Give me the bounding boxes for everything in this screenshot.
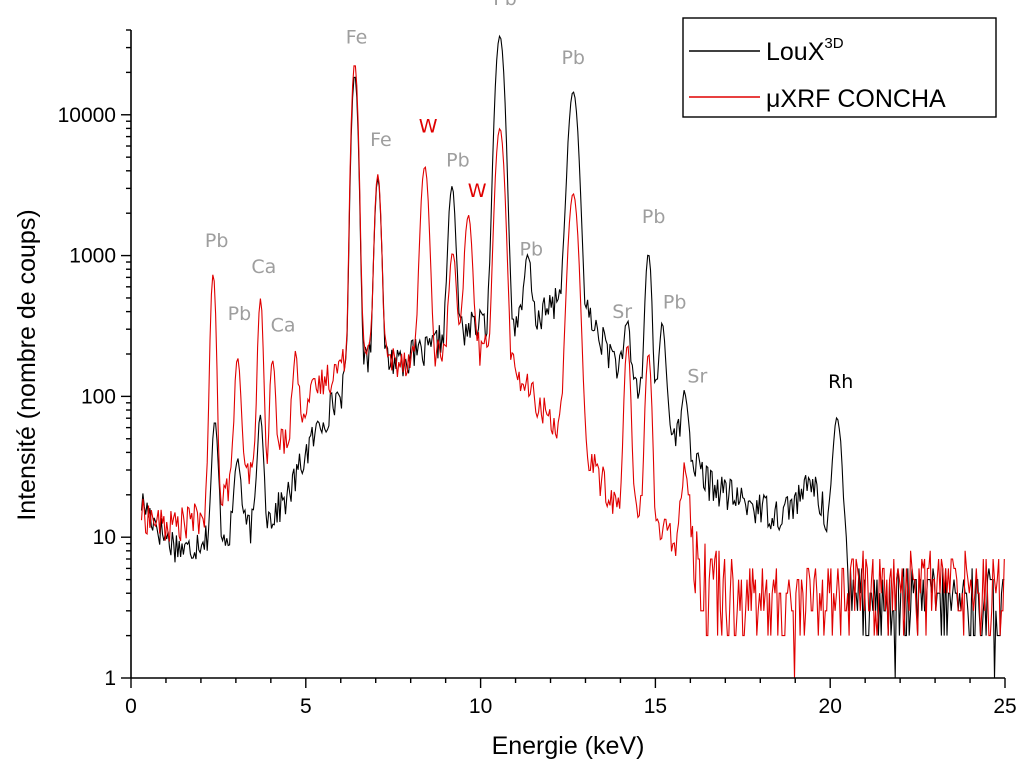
peak-annotations: Pb Pb Ca Ca Fe Fe W Pb W Pb Pb Pb Sr Pb Pb Sr Rh	[205, 0, 853, 393]
peak-label: Pb	[561, 47, 585, 69]
legend: LouX3D μXRF CONCHA	[682, 17, 997, 118]
x-tick-label: 10	[469, 695, 492, 718]
series-layer	[140, 34, 1005, 679]
x-tick-label: 5	[300, 695, 312, 718]
legend-label-uxrf: μXRF CONCHA	[766, 85, 946, 113]
series-line-loux3d	[140, 34, 1005, 679]
peak-label: Rh	[828, 371, 853, 393]
x-axis-title: Energie (keV)	[492, 732, 645, 760]
peak-label: Fe	[370, 129, 392, 151]
peak-label: W	[468, 180, 487, 202]
axes-layer: 0 5 10 15 20 25 1 10 100 1000 10000	[58, 29, 1017, 718]
peak-label: Fe	[346, 27, 368, 49]
peak-label: W	[419, 115, 438, 137]
y-axis-title: Intensité (nombre de coups)	[13, 209, 41, 520]
y-tick-label: 1000	[69, 245, 116, 268]
x-tick-label: 15	[644, 695, 667, 718]
peak-label: Ca	[251, 256, 276, 278]
peak-label: Ca	[271, 314, 296, 336]
legend-label-loux: LouX3D	[766, 35, 844, 66]
peak-label: Pb	[663, 292, 687, 314]
peak-label: Pb	[642, 206, 666, 228]
peak-label: Pb	[493, 0, 517, 10]
y-tick-label: 10000	[58, 104, 116, 127]
y-tick-label: 1	[104, 667, 116, 690]
peak-label: Sr	[612, 301, 632, 323]
x-tick-label: 20	[819, 695, 842, 718]
peak-label: Pb	[205, 230, 229, 252]
y-tick-label: 10	[93, 526, 116, 549]
peak-label: Pb	[446, 149, 470, 171]
peak-label: Sr	[687, 366, 707, 388]
x-tick-label: 25	[993, 695, 1016, 718]
peak-label: Pb	[520, 239, 544, 261]
x-tick-label: 0	[125, 695, 137, 718]
legend-box	[682, 17, 997, 118]
series-line-uxrf-concha	[140, 65, 1005, 679]
y-tick-label: 100	[81, 385, 116, 408]
peak-label: Pb	[228, 303, 252, 325]
